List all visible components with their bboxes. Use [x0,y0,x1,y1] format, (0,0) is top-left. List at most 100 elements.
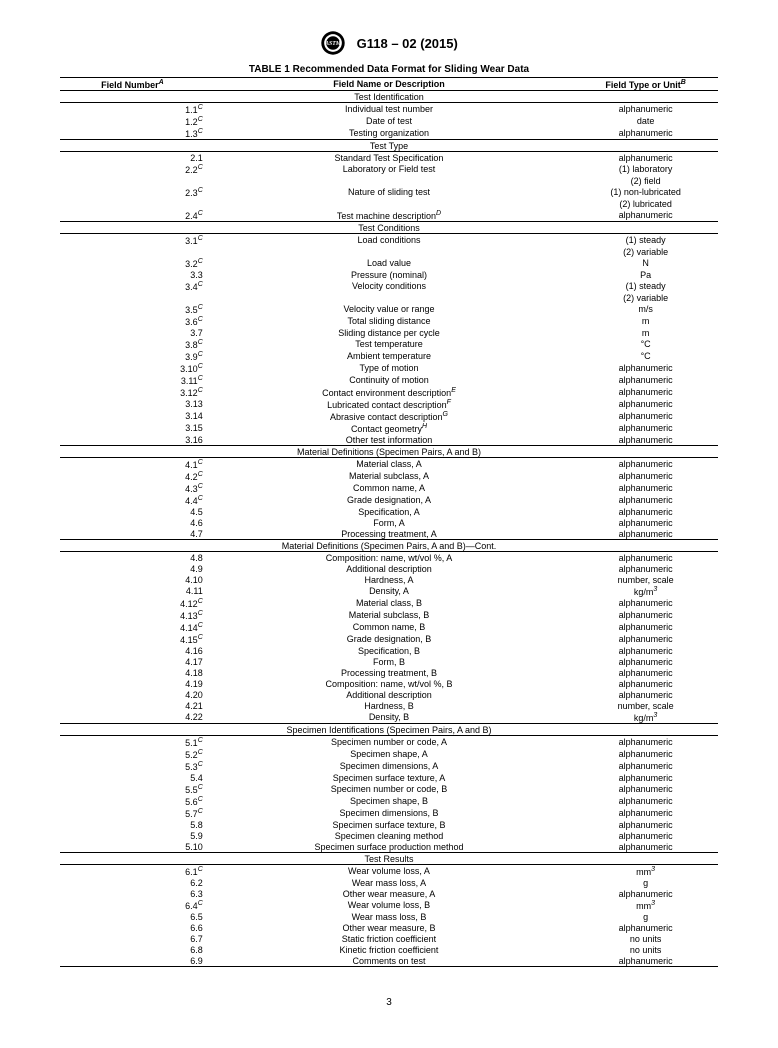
field-number: 4.1C [60,458,205,471]
col-name-label: Field Name or Description [333,79,445,89]
field-number: 5.2C [60,748,205,760]
table-row: 3.16Other test informationalphanumeric [60,434,718,446]
field-type: (2) field [573,175,718,186]
field-number: 6.3 [60,888,205,899]
field-type: date [573,115,718,127]
table-row: 3.3Pressure (nominal)Pa [60,269,718,280]
field-name: Composition: name, wt/vol %, A [205,552,573,564]
field-type: alphanumeric [573,494,718,506]
field-name: Contact environment descriptionE [205,386,573,398]
page-number: 3 [60,997,718,1008]
field-number: 5.10 [60,841,205,853]
field-number [60,198,205,209]
field-type: alphanumeric [573,528,718,540]
field-number: 5.1C [60,736,205,749]
field-type: alphanumeric [573,830,718,841]
field-type: alphanumeric [573,689,718,700]
section-title: Material Definitions (Specimen Pairs, A … [60,540,718,552]
field-number: 3.12C [60,386,205,398]
table-header-row: Field NumberA Field Name or Description … [60,78,718,91]
field-name: Common name, B [205,621,573,633]
table-row: 1.3CTesting organizationalphanumeric [60,127,718,140]
field-name: Velocity value or range [205,303,573,315]
field-number: 2.2C [60,163,205,175]
col-num-label: Field Number [101,80,159,90]
field-number: 4.12C [60,597,205,609]
astm-logo: ASTM [320,30,346,56]
table-row: 5.8Specimen surface texture, Balphanumer… [60,819,718,830]
field-type: alphanumeric [573,152,718,164]
field-name: Kinetic friction coefficient [205,944,573,955]
table-row: 3.9CAmbient temperature°C [60,350,718,362]
field-type: alphanumeric [573,482,718,494]
field-type: alphanumeric [573,819,718,830]
field-name: Date of test [205,115,573,127]
field-number [60,175,205,186]
field-number: 3.16 [60,434,205,446]
field-type: (1) laboratory [573,163,718,175]
field-type: alphanumeric [573,841,718,853]
field-number: 1.2C [60,115,205,127]
field-name: Material class, A [205,458,573,471]
field-number: 3.14 [60,410,205,422]
table-row: (2) variable [60,246,718,257]
field-name: Standard Test Specification [205,152,573,164]
field-name: Pressure (nominal) [205,269,573,280]
field-name: Static friction coefficient [205,933,573,944]
field-number: 4.11 [60,585,205,597]
table-row: 3.12CContact environment descriptionEalp… [60,386,718,398]
table-row: 6.4CWear volume loss, Bmm3 [60,899,718,911]
field-name: Load value [205,257,573,269]
field-type: alphanumeric [573,955,718,967]
field-number: 4.10 [60,574,205,585]
field-number: 3.6C [60,315,205,327]
table-row: 5.2CSpecimen shape, Aalphanumeric [60,748,718,760]
table-row: 2.1Standard Test Specificationalphanumer… [60,152,718,164]
section-title: Test Identification [60,91,718,103]
field-type: alphanumeric [573,434,718,446]
table-row: 3.15Contact geometryHalphanumeric [60,422,718,434]
field-name: Wear mass loss, B [205,911,573,922]
table-row: 5.7CSpecimen dimensions, Balphanumeric [60,807,718,819]
field-type: alphanumeric [573,398,718,410]
table-row: 4.3CCommon name, Aalphanumeric [60,482,718,494]
field-number: 5.3C [60,760,205,772]
field-number: 5.6C [60,795,205,807]
field-type: Pa [573,269,718,280]
table-row: 4.13CMaterial subclass, Balphanumeric [60,609,718,621]
field-number: 6.1C [60,865,205,878]
field-name: Additional description [205,563,573,574]
field-number: 3.5C [60,303,205,315]
field-name: Hardness, B [205,700,573,711]
field-number: 6.4C [60,899,205,911]
field-name: Common name, A [205,482,573,494]
field-name: Type of motion [205,362,573,374]
field-number: 6.8 [60,944,205,955]
field-number: 4.16 [60,645,205,656]
field-type: alphanumeric [573,374,718,386]
field-number: 4.3C [60,482,205,494]
table-row: 3.10CType of motionalphanumeric [60,362,718,374]
field-type: alphanumeric [573,795,718,807]
field-type: alphanumeric [573,736,718,749]
table-row: 6.2Wear mass loss, Ag [60,877,718,888]
field-name: Ambient temperature [205,350,573,362]
field-name: Continuity of motion [205,374,573,386]
field-name: Other wear measure, B [205,922,573,933]
field-type: (2) variable [573,292,718,303]
field-type: mm3 [573,899,718,911]
field-type: alphanumeric [573,772,718,783]
field-name: Additional description [205,689,573,700]
col-type-sup: B [681,79,686,86]
field-number [60,246,205,257]
table-row: 4.20Additional descriptionalphanumeric [60,689,718,700]
field-type: (1) non-lubricated [573,186,718,198]
field-type: alphanumeric [573,422,718,434]
table-row: 3.5CVelocity value or rangem/s [60,303,718,315]
field-type: g [573,877,718,888]
field-name: Composition: name, wt/vol %, B [205,678,573,689]
field-type: alphanumeric [573,633,718,645]
field-type: °C [573,338,718,350]
field-name: Material subclass, B [205,609,573,621]
field-number: 3.10C [60,362,205,374]
